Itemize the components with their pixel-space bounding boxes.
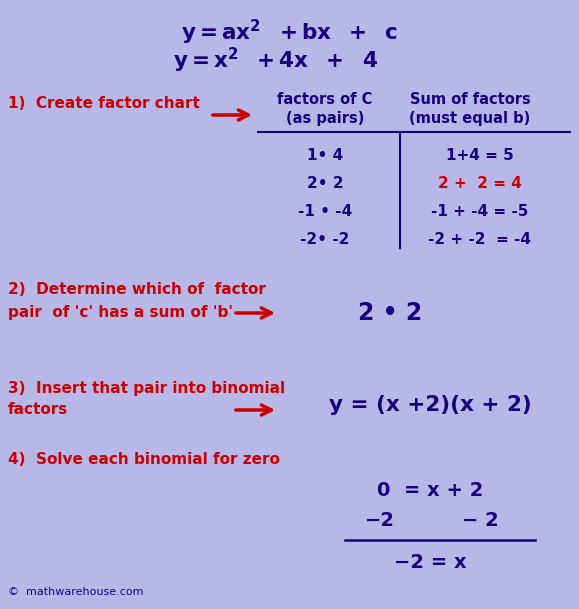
Text: −2 = x: −2 = x: [394, 552, 466, 571]
Text: pair  of 'c' has a sum of 'b': pair of 'c' has a sum of 'b': [8, 306, 233, 320]
Text: 1• 4: 1• 4: [307, 147, 343, 163]
Text: factors of C: factors of C: [277, 93, 373, 108]
Text: 2 +  2 = 4: 2 + 2 = 4: [438, 175, 522, 191]
Text: ©  mathwarehouse.com: © mathwarehouse.com: [8, 587, 144, 597]
Text: -1 • -4: -1 • -4: [298, 203, 352, 219]
Text: 3)  Insert that pair into binomial: 3) Insert that pair into binomial: [8, 381, 285, 395]
Text: 0  = x + 2: 0 = x + 2: [377, 481, 483, 499]
Text: 2• 2: 2• 2: [307, 175, 343, 191]
Text: (as pairs): (as pairs): [286, 110, 364, 125]
Text: 4)  Solve each binomial for zero: 4) Solve each binomial for zero: [8, 452, 280, 468]
Text: -2• -2: -2• -2: [301, 231, 350, 247]
Text: −2: −2: [365, 512, 395, 530]
Text: 1+4 = 5: 1+4 = 5: [446, 147, 514, 163]
Text: Sum of factors: Sum of factors: [409, 93, 530, 108]
Text: factors: factors: [8, 403, 68, 418]
Text: $\mathbf{y = ax^2\ \ + bx\ \ +\ \ c}$: $\mathbf{y = ax^2\ \ + bx\ \ +\ \ c}$: [181, 18, 398, 47]
Text: -2 + -2  = -4: -2 + -2 = -4: [428, 231, 532, 247]
Text: -1 + -4 = -5: -1 + -4 = -5: [431, 203, 529, 219]
Text: $\mathbf{y = x^2\ \ + 4x\ \ +\ \ 4}$: $\mathbf{y = x^2\ \ + 4x\ \ +\ \ 4}$: [173, 46, 378, 74]
Text: − 2: − 2: [461, 512, 499, 530]
Text: 2 • 2: 2 • 2: [358, 301, 422, 325]
Text: y = (x +2)(x + 2): y = (x +2)(x + 2): [329, 395, 532, 415]
Text: (must equal b): (must equal b): [409, 110, 530, 125]
Text: 1)  Create factor chart: 1) Create factor chart: [8, 96, 200, 110]
Text: 2)  Determine which of  factor: 2) Determine which of factor: [8, 283, 266, 298]
